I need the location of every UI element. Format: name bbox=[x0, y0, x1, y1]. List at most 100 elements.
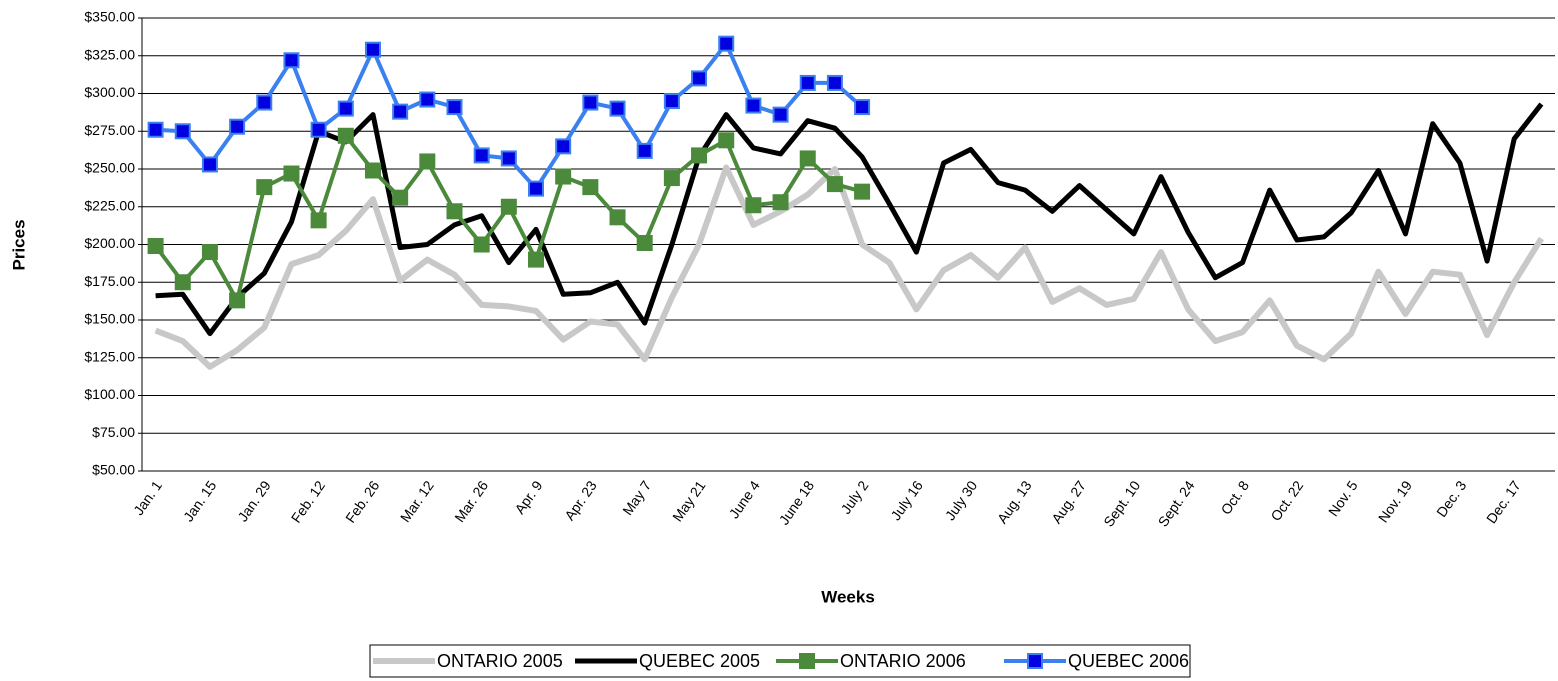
data-marker bbox=[364, 41, 381, 58]
series-line bbox=[155, 41, 864, 191]
data-marker bbox=[364, 162, 381, 179]
y-tick-label: $350.00 bbox=[84, 9, 135, 25]
data-marker bbox=[582, 94, 599, 111]
data-marker bbox=[772, 194, 789, 211]
data-marker bbox=[419, 153, 436, 170]
data-marker bbox=[636, 234, 653, 251]
data-marker bbox=[229, 118, 246, 135]
data-marker bbox=[609, 100, 626, 117]
x-tick-label: Nov. 19 bbox=[1375, 478, 1415, 526]
x-tick-label: Apr. 9 bbox=[511, 478, 545, 517]
y-tick-label: $250.00 bbox=[84, 160, 135, 176]
data-marker bbox=[256, 94, 273, 111]
data-marker bbox=[528, 180, 545, 197]
x-tick-label: Oct. 8 bbox=[1217, 478, 1252, 518]
data-marker bbox=[473, 236, 490, 253]
legend-marker bbox=[799, 653, 815, 669]
x-tick-label: Sept. 10 bbox=[1100, 477, 1143, 529]
y-tick-label: $50.00 bbox=[92, 462, 135, 478]
x-tick-label: June 4 bbox=[726, 478, 763, 522]
data-marker bbox=[473, 147, 490, 164]
x-tick-label: May 7 bbox=[619, 477, 654, 518]
x-tick-label: Mar. 26 bbox=[451, 478, 491, 526]
x-tick-label: Oct. 22 bbox=[1267, 478, 1306, 524]
data-marker bbox=[745, 197, 762, 214]
data-marker bbox=[826, 176, 843, 193]
data-marker bbox=[663, 170, 680, 187]
data-marker bbox=[337, 100, 354, 117]
legend-label: ONTARIO 2006 bbox=[840, 651, 966, 671]
data-marker bbox=[446, 99, 463, 116]
data-marker bbox=[419, 91, 436, 108]
x-tick-label: Aug. 27 bbox=[1048, 477, 1089, 526]
data-marker bbox=[446, 203, 463, 220]
data-marker bbox=[609, 209, 626, 226]
data-marker bbox=[636, 142, 653, 159]
x-tick-label: Apr. 23 bbox=[561, 478, 600, 524]
x-tick-label: July 16 bbox=[887, 477, 926, 523]
data-marker bbox=[147, 121, 164, 138]
data-marker bbox=[772, 106, 789, 123]
data-marker bbox=[718, 132, 735, 149]
y-tick-label: $150.00 bbox=[84, 311, 135, 327]
data-marker bbox=[582, 179, 599, 196]
data-marker bbox=[854, 99, 871, 116]
data-marker bbox=[799, 150, 816, 167]
y-tick-label: $175.00 bbox=[84, 273, 135, 289]
y-tick-label: $75.00 bbox=[92, 424, 135, 440]
legend-label: QUEBEC 2006 bbox=[1068, 651, 1189, 671]
data-marker bbox=[555, 138, 572, 155]
data-marker bbox=[229, 292, 246, 309]
x-tick-label: Mar. 12 bbox=[397, 478, 437, 526]
data-marker bbox=[500, 150, 517, 167]
data-marker bbox=[392, 103, 409, 120]
data-marker bbox=[745, 97, 762, 114]
data-marker bbox=[147, 238, 164, 255]
data-marker bbox=[310, 121, 327, 138]
x-tick-label: July 2 bbox=[837, 477, 871, 516]
y-axis-title: Prices bbox=[9, 219, 28, 270]
legend-label: QUEBEC 2005 bbox=[639, 651, 760, 671]
x-tick-label: Nov. 5 bbox=[1325, 478, 1361, 520]
data-marker bbox=[310, 212, 327, 229]
data-marker bbox=[854, 183, 871, 200]
data-marker bbox=[691, 147, 708, 164]
series-line bbox=[155, 102, 1544, 337]
x-tick-label: Jan. 29 bbox=[234, 478, 274, 525]
data-marker bbox=[663, 93, 680, 110]
x-tick-label: Jan. 1 bbox=[130, 477, 165, 518]
x-tick-label: Jan. 15 bbox=[180, 478, 220, 525]
y-tick-label: $275.00 bbox=[84, 122, 135, 138]
x-tick-label: Aug. 13 bbox=[994, 477, 1035, 526]
x-tick-label: Sept. 24 bbox=[1155, 477, 1198, 529]
x-axis-title: Weeks bbox=[821, 587, 875, 606]
x-tick-label: Feb. 26 bbox=[342, 477, 382, 525]
x-tick-label: May 21 bbox=[669, 478, 709, 525]
data-marker bbox=[283, 165, 300, 182]
data-marker bbox=[500, 198, 517, 215]
data-marker bbox=[826, 74, 843, 91]
data-marker bbox=[174, 274, 191, 291]
y-tick-label: $200.00 bbox=[84, 235, 135, 251]
legend-label: ONTARIO 2005 bbox=[437, 651, 563, 671]
data-marker bbox=[337, 127, 354, 144]
x-tick-label: Feb. 12 bbox=[288, 477, 328, 525]
data-marker bbox=[283, 52, 300, 69]
y-tick-label: $325.00 bbox=[84, 46, 135, 62]
x-tick-label: June 18 bbox=[776, 477, 818, 527]
data-marker bbox=[256, 179, 273, 196]
data-marker bbox=[201, 244, 218, 261]
data-marker bbox=[718, 35, 735, 52]
data-marker bbox=[799, 74, 816, 91]
y-tick-label: $300.00 bbox=[84, 84, 135, 100]
legend-marker bbox=[1027, 653, 1043, 669]
data-marker bbox=[174, 123, 191, 140]
y-tick-label: $225.00 bbox=[84, 197, 135, 213]
data-marker bbox=[691, 70, 708, 87]
y-tick-label: $125.00 bbox=[84, 348, 135, 364]
series-line bbox=[154, 164, 1544, 370]
data-marker bbox=[201, 156, 218, 173]
x-tick-label: Dec. 17 bbox=[1483, 477, 1524, 526]
data-marker bbox=[392, 189, 409, 206]
